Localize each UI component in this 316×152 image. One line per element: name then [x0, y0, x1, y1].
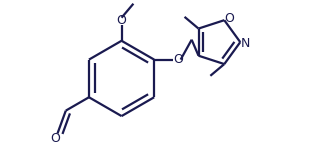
Text: N: N: [241, 37, 250, 50]
Text: O: O: [117, 14, 126, 27]
Text: O: O: [224, 12, 234, 25]
Text: O: O: [51, 132, 60, 145]
Text: O: O: [173, 53, 183, 66]
